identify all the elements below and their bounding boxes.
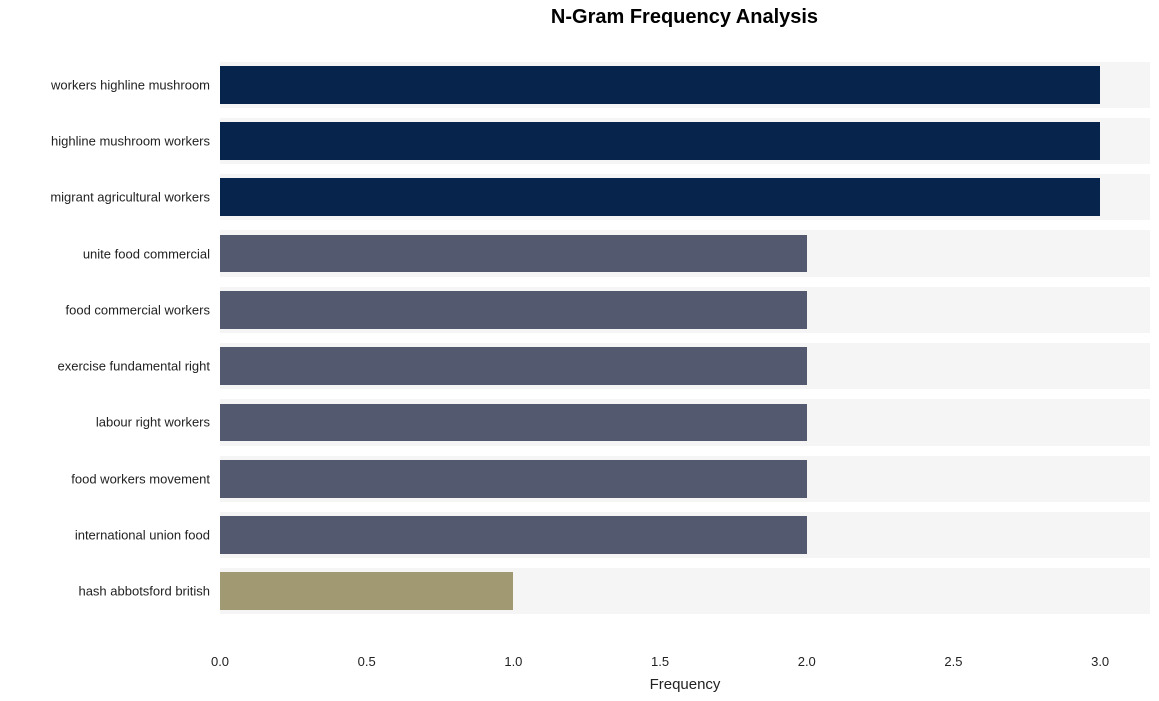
bar	[220, 404, 807, 442]
y-tick-label: unite food commercial	[10, 246, 220, 261]
bar	[220, 460, 807, 498]
y-tick-label: food commercial workers	[10, 302, 220, 317]
bar	[220, 66, 1100, 104]
x-axis: Frequency 0.00.51.01.52.02.53.0	[220, 642, 1150, 692]
x-tick-label: 2.5	[944, 654, 962, 669]
y-tick-label: exercise fundamental right	[10, 359, 220, 374]
x-tick-label: 1.0	[504, 654, 522, 669]
x-tick-label: 0.0	[211, 654, 229, 669]
x-tick-label: 3.0	[1091, 654, 1109, 669]
bar	[220, 178, 1100, 216]
ngram-frequency-chart: N-Gram Frequency Analysis workers highli…	[0, 0, 1159, 701]
plot-area: workers highline mushroomhighline mushro…	[220, 34, 1150, 642]
x-tick-label: 1.5	[651, 654, 669, 669]
bar	[220, 572, 513, 610]
y-tick-label: food workers movement	[10, 471, 220, 486]
bar	[220, 347, 807, 385]
y-tick-label: hash abbotsford british	[10, 584, 220, 599]
y-tick-label: migrant agricultural workers	[10, 190, 220, 205]
y-tick-label: highline mushroom workers	[10, 133, 220, 148]
bar	[220, 122, 1100, 160]
y-tick-label: workers highline mushroom	[10, 77, 220, 92]
x-axis-label: Frequency	[650, 676, 721, 693]
bar	[220, 235, 807, 273]
y-tick-label: labour right workers	[10, 415, 220, 430]
x-tick-label: 2.0	[798, 654, 816, 669]
chart-title: N-Gram Frequency Analysis	[210, 6, 1159, 29]
bar	[220, 516, 807, 554]
bar	[220, 291, 807, 329]
y-tick-label: international union food	[10, 528, 220, 543]
x-tick-label: 0.5	[358, 654, 376, 669]
